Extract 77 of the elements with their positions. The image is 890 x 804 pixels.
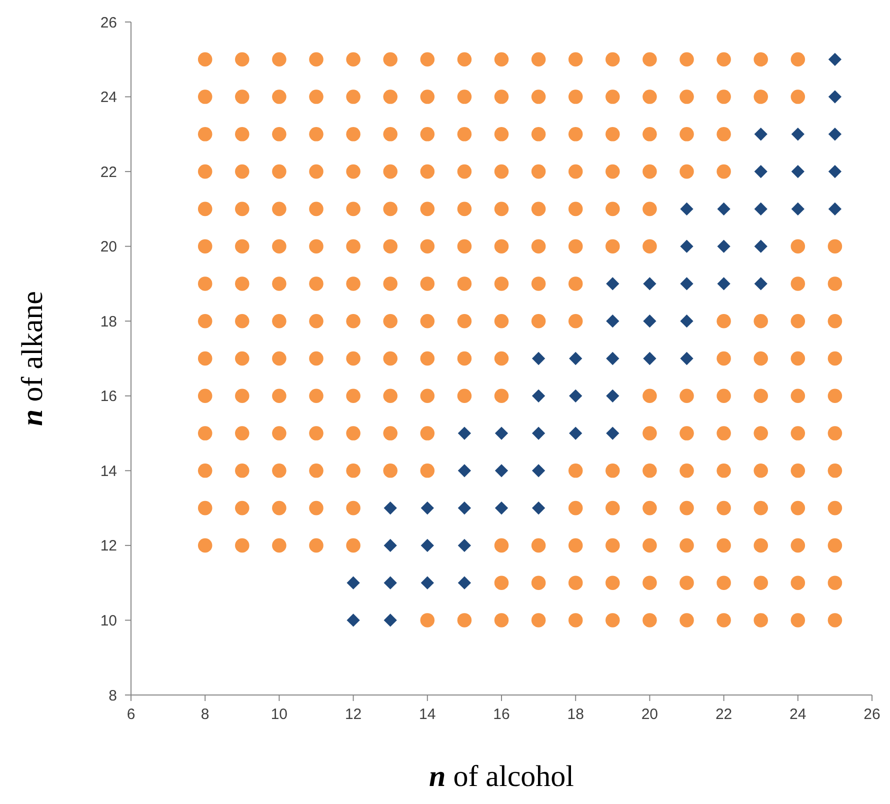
point bbox=[532, 464, 546, 478]
point bbox=[458, 538, 472, 552]
point bbox=[420, 501, 434, 515]
point bbox=[569, 426, 582, 440]
point bbox=[680, 202, 694, 216]
point bbox=[346, 576, 360, 590]
point bbox=[532, 352, 546, 366]
x-tick-label: 14 bbox=[419, 706, 436, 723]
point bbox=[384, 614, 397, 627]
point bbox=[569, 389, 582, 402]
point bbox=[717, 240, 730, 253]
point bbox=[754, 164, 768, 178]
point bbox=[606, 314, 620, 328]
point bbox=[791, 202, 804, 216]
point bbox=[754, 128, 768, 141]
point bbox=[828, 164, 842, 178]
point bbox=[420, 538, 434, 552]
point bbox=[494, 501, 508, 515]
point bbox=[643, 277, 656, 290]
x-tick-label: 8 bbox=[200, 706, 210, 723]
y-tick-label: 22 bbox=[100, 164, 117, 181]
x-tick-label: 26 bbox=[864, 706, 880, 723]
x-tick-label: 18 bbox=[567, 706, 584, 723]
y-axis-title: n of alkane bbox=[16, 291, 49, 426]
point bbox=[384, 501, 397, 515]
x-axis-title: n of alcohol bbox=[429, 760, 574, 793]
y-tick-label: 10 bbox=[100, 612, 117, 630]
point bbox=[606, 389, 620, 402]
point bbox=[384, 538, 397, 552]
point bbox=[494, 464, 508, 478]
point bbox=[754, 202, 768, 216]
point bbox=[680, 314, 694, 328]
point bbox=[717, 202, 730, 216]
point bbox=[606, 426, 620, 440]
point bbox=[346, 614, 360, 627]
y-tick-label: 18 bbox=[100, 313, 117, 330]
point bbox=[680, 240, 694, 253]
y-tick-label: 20 bbox=[100, 238, 117, 256]
point bbox=[606, 277, 620, 290]
point bbox=[606, 352, 620, 366]
point bbox=[494, 426, 508, 440]
point bbox=[828, 128, 842, 141]
x-tick-label: 16 bbox=[493, 706, 510, 723]
y-tick-label: 16 bbox=[100, 388, 117, 406]
y-tick-label: 12 bbox=[100, 538, 117, 555]
point bbox=[569, 352, 582, 366]
point bbox=[828, 52, 842, 66]
point bbox=[680, 277, 694, 290]
x-tick-label: 10 bbox=[270, 706, 288, 723]
point bbox=[828, 90, 842, 104]
y-tick-label: 8 bbox=[108, 687, 117, 704]
x-tick-label: 12 bbox=[344, 706, 362, 723]
x-tick-label: 24 bbox=[790, 706, 806, 723]
x-tick-label: 20 bbox=[641, 706, 658, 723]
point bbox=[458, 464, 472, 478]
point bbox=[791, 128, 804, 141]
point bbox=[532, 426, 546, 440]
y-tick-label: 24 bbox=[100, 89, 117, 106]
point bbox=[791, 164, 804, 178]
point bbox=[754, 277, 768, 290]
point bbox=[828, 202, 842, 216]
point bbox=[384, 576, 397, 590]
point bbox=[420, 576, 434, 590]
point bbox=[458, 426, 472, 440]
point bbox=[643, 352, 656, 366]
point bbox=[717, 277, 730, 290]
point bbox=[643, 314, 656, 328]
point bbox=[532, 389, 546, 402]
y-tick-label: 26 bbox=[100, 14, 117, 32]
point bbox=[754, 240, 768, 253]
x-tick-label: 22 bbox=[715, 706, 732, 723]
point bbox=[680, 352, 694, 366]
point bbox=[458, 501, 472, 515]
point bbox=[532, 501, 546, 515]
y-tick-label: 14 bbox=[100, 462, 117, 480]
point bbox=[458, 576, 472, 590]
x-tick-label: 6 bbox=[126, 706, 136, 723]
